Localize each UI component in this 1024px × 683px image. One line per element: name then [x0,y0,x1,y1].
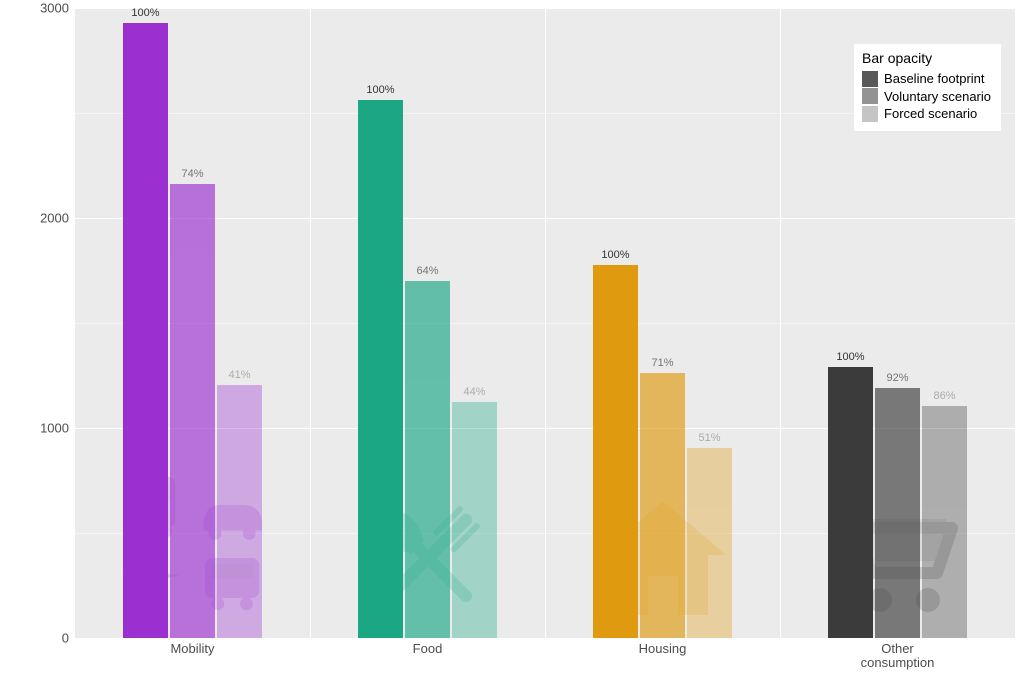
legend-label: Forced scenario [884,105,977,123]
x-tick-label: Mobility [170,638,214,656]
bar-food-voluntary: 64% [405,281,450,638]
y-tick-label: 1000 [40,421,75,436]
bar-label: 92% [886,372,908,384]
legend-item: Baseline footprint [862,70,991,88]
bar-food-baseline: 100% [358,100,403,638]
bar-mobility-baseline: 100% [123,23,168,638]
legend-swatch [862,106,878,122]
bar-mobility-voluntary: 74% [170,184,215,638]
bar-label: 64% [416,265,438,277]
bar-label: 74% [181,168,203,180]
panel-divider [310,8,311,638]
panel-divider [545,8,546,638]
legend: Bar opacity Baseline footprintVoluntary s… [854,44,1001,131]
bar-other-forced: 86% [922,406,967,638]
legend-label: Baseline footprint [884,70,984,88]
x-tick-label: Other consumption [861,638,935,671]
bar-label: 100% [836,351,864,363]
bar-housing-voluntary: 71% [640,373,685,638]
bar-label: 100% [366,84,394,96]
x-tick-label: Housing [639,638,687,656]
legend-item: Voluntary scenario [862,88,991,106]
x-tick-label: Food [413,638,443,656]
legend-label: Voluntary scenario [884,88,991,106]
y-tick-label: 3000 [40,1,75,16]
panel-divider [780,8,781,638]
y-tick-label: 2000 [40,211,75,226]
bar-label: 44% [463,386,485,398]
legend-title: Bar opacity [862,50,991,66]
bar-label: 86% [933,390,955,402]
bar-label: 41% [228,369,250,381]
bar-food-forced: 44% [452,402,497,638]
bar-mobility-forced: 41% [217,385,262,638]
bar-housing-baseline: 100% [593,265,638,638]
bar-label: 71% [651,357,673,369]
bar-other-baseline: 100% [828,367,873,638]
legend-swatch [862,71,878,87]
bar-label: 51% [698,432,720,444]
plot-area: 0100020003000 100%74%41%Mobility100%64%4… [75,8,1015,638]
bar-label: 100% [131,7,159,19]
y-tick-label: 0 [62,631,75,646]
co2e-bar-chart: kg CO2e emission per cu per year 0100020… [0,0,1024,683]
bar-label: 100% [601,249,629,261]
legend-swatch [862,88,878,104]
legend-item: Forced scenario [862,105,991,123]
bar-other-voluntary: 92% [875,388,920,638]
bar-housing-forced: 51% [687,448,732,638]
